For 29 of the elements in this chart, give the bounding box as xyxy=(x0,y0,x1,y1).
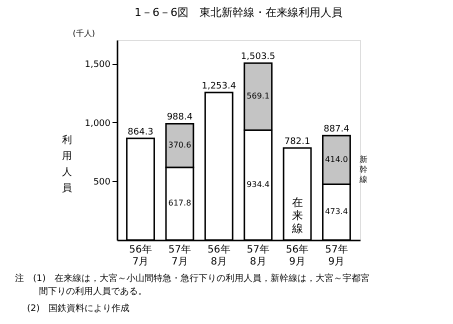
y-tick-label: 1,500 xyxy=(84,60,111,70)
data-label: 370.6 xyxy=(168,140,192,150)
text: 間下りの利用人員である。 xyxy=(39,286,147,297)
series-label: 新幹線 xyxy=(358,154,368,184)
total-label: 864.3 xyxy=(128,127,154,138)
x-tick-label: 57年 7月 xyxy=(168,244,192,268)
total-label: 1,503.5 xyxy=(240,52,276,62)
y-tick-label: 1,000 xyxy=(84,118,111,129)
y-tick-label: 500 xyxy=(93,178,111,188)
chart-title: 1－6－6図 東北新幹線・在来線利用人員 xyxy=(134,6,342,19)
x-tick-label: 57年 9月 xyxy=(325,244,348,268)
total-label: 887.4 xyxy=(324,124,350,135)
total-label: 988.4 xyxy=(166,112,193,123)
data-label: 473.4 xyxy=(325,207,348,216)
data-label: 934.4 xyxy=(246,180,270,190)
data-label: 569.1 xyxy=(246,92,270,101)
x-tick-label: 56年 7月 xyxy=(129,244,152,268)
data-label: 617.8 xyxy=(168,198,192,208)
x-tick-label: 56年 9月 xyxy=(286,244,309,268)
total-label: 1,253.4 xyxy=(202,82,236,92)
text: (2) 国鉄資料により作成 xyxy=(27,303,130,314)
text: (千人) xyxy=(72,29,95,38)
x-tick-label: 56年 8月 xyxy=(208,244,230,268)
text: 注 (1) 在来線は，大宮～小山間特急・急行下りの利用人員，新幹線は，大宮～宇都宮 xyxy=(15,273,370,284)
series-label: 在来線 xyxy=(290,196,303,236)
y-axis-title: 利用人員 xyxy=(62,134,72,194)
data-label: 414.0 xyxy=(325,154,348,164)
total-label: 782.1 xyxy=(284,136,310,147)
x-tick-label: 57年 8月 xyxy=(246,244,270,268)
